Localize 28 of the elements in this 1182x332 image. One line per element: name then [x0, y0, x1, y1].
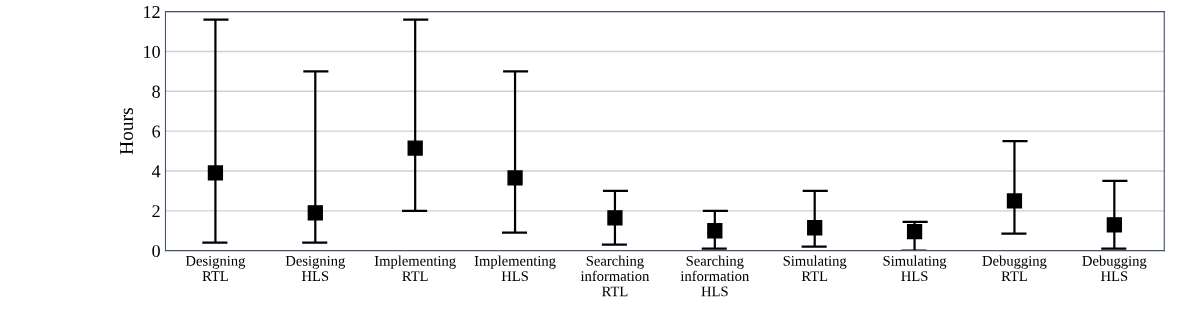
y-tick-label: 10: [144, 45, 160, 58]
point: [707, 223, 723, 239]
point: [607, 210, 623, 226]
x-tick-label: Designing RTL: [185, 255, 246, 281]
y-tick-label: 4: [151, 165, 161, 178]
point: [807, 220, 823, 236]
x-tick-label: Simulating RTL: [783, 255, 847, 281]
point: [906, 224, 923, 240]
y-axis-title: Hours: [120, 108, 134, 155]
x-tick-label: Designing HLS: [285, 255, 345, 282]
x-tick-label: Simulating HLS: [883, 255, 947, 282]
x-tick-label: Implementing RTL: [374, 255, 456, 281]
point: [407, 140, 423, 156]
y-tick-label: 8: [152, 85, 160, 98]
point: [207, 165, 224, 181]
x-tick-label: Implementing HLS: [474, 255, 556, 282]
point: [507, 170, 523, 186]
point: [1106, 217, 1122, 233]
point: [1006, 193, 1023, 209]
x-tick-label: Searching information RTL: [580, 255, 650, 297]
y-tick-label: 2: [152, 205, 160, 218]
point: [307, 205, 323, 221]
y-tick-label: 12: [144, 5, 160, 18]
x-tick-label: Debugging RTL: [982, 255, 1047, 281]
y-tick-label: 6: [152, 125, 161, 138]
y-tick-label: 0: [152, 244, 160, 258]
x-tick-label: Searching information HLS: [680, 255, 750, 297]
x-tick-label: Debugging HLS: [1082, 255, 1147, 282]
